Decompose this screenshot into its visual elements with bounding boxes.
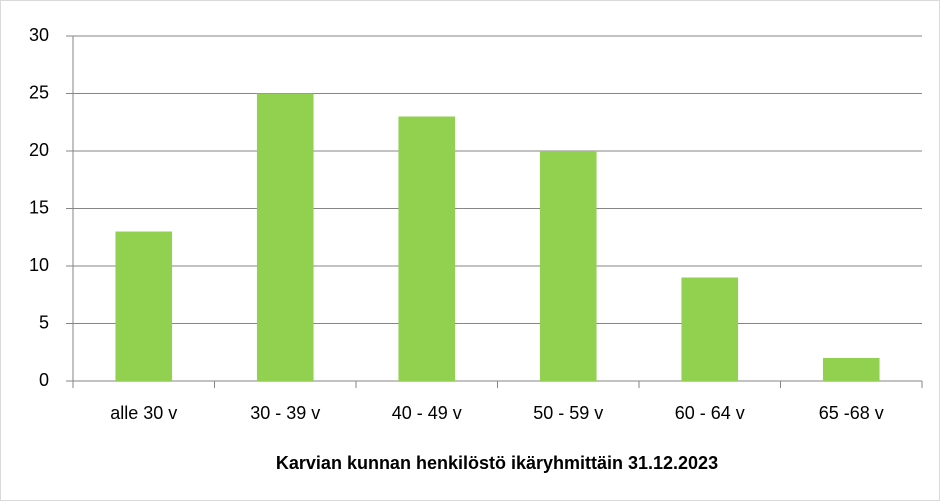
bar	[822, 358, 880, 381]
x-tick-label: 65 -68 v	[819, 403, 884, 423]
y-tick-label: 5	[39, 312, 49, 332]
x-tick-label: 50 - 59 v	[533, 403, 603, 423]
y-tick-label: 0	[39, 370, 49, 390]
x-tick-label: 30 - 39 v	[250, 403, 320, 423]
x-tick-label: alle 30 v	[110, 403, 177, 423]
y-tick-label: 25	[29, 82, 49, 102]
y-tick-label: 20	[29, 140, 49, 160]
y-tick-label: 30	[29, 25, 49, 45]
x-tick-label: 40 - 49 v	[392, 403, 462, 423]
bar	[398, 116, 456, 381]
y-tick-label: 10	[29, 255, 49, 275]
bar	[115, 231, 173, 381]
bar	[539, 151, 597, 381]
y-tick-label: 15	[29, 197, 49, 217]
bar	[256, 93, 314, 381]
x-tick-label: 60 - 64 v	[675, 403, 745, 423]
x-axis-title: Karvian kunnan henkilöstö ikäryhmittäin …	[276, 453, 718, 473]
bar	[681, 277, 739, 381]
